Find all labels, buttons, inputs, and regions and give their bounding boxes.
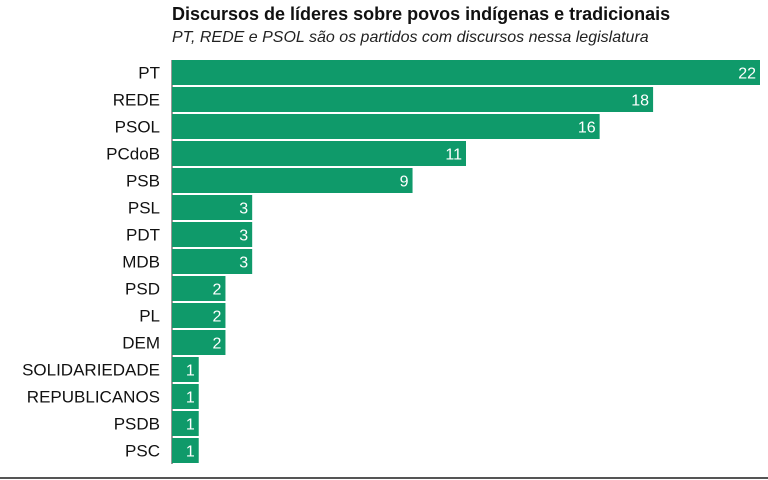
bar-solidariedade: [172, 357, 199, 382]
bar-psol: [172, 114, 600, 139]
value-label: 3: [239, 201, 248, 218]
chart-title: Discursos de líderes sobre povos indígen…: [172, 4, 671, 24]
bar-pdt: [172, 222, 253, 247]
category-label: PSD: [125, 280, 160, 299]
category-label: PSB: [126, 172, 160, 191]
category-label: REPUBLICANOS: [27, 388, 160, 407]
bar-rede: [172, 87, 654, 112]
value-label: 1: [186, 390, 195, 407]
value-label: 3: [239, 255, 248, 272]
value-label: 1: [186, 444, 195, 461]
value-label: 2: [213, 336, 222, 353]
value-label: 9: [400, 174, 409, 191]
category-label: REDE: [113, 91, 160, 110]
category-label: PL: [139, 307, 160, 326]
bar-psc: [172, 438, 199, 463]
category-label: SOLIDARIEDADE: [22, 361, 160, 380]
chart-subtitle: PT, REDE e PSOL são os partidos com disc…: [172, 29, 649, 46]
value-label: 3: [239, 228, 248, 245]
value-label: 18: [631, 93, 649, 110]
value-label: 2: [213, 282, 222, 299]
category-label: PSOL: [115, 118, 160, 137]
bar-pt: [172, 60, 760, 85]
bar-psd: [172, 276, 226, 301]
category-label: PSL: [128, 199, 160, 218]
bar-dem: [172, 330, 226, 355]
bottom-rule: [0, 477, 768, 479]
value-label: 16: [578, 120, 596, 137]
bar-psb: [172, 168, 413, 193]
value-label: 22: [738, 66, 756, 83]
value-label: 1: [186, 363, 195, 380]
bar-psdb: [172, 411, 199, 436]
bar-pl: [172, 303, 226, 328]
category-label: PCdoB: [106, 145, 160, 164]
category-label: PSC: [125, 442, 160, 461]
category-label: PSDB: [114, 415, 160, 434]
bar-psl: [172, 195, 253, 220]
category-label: DEM: [122, 334, 160, 353]
bar-pcdob: [172, 141, 466, 166]
category-label: MDB: [122, 253, 160, 272]
value-label: 11: [445, 147, 462, 164]
value-label: 1: [186, 417, 195, 434]
bar-mdb: [172, 249, 253, 274]
bar-republicanos: [172, 384, 199, 409]
value-label: 2: [213, 309, 222, 326]
category-label: PT: [138, 64, 160, 83]
category-label: PDT: [126, 226, 160, 245]
